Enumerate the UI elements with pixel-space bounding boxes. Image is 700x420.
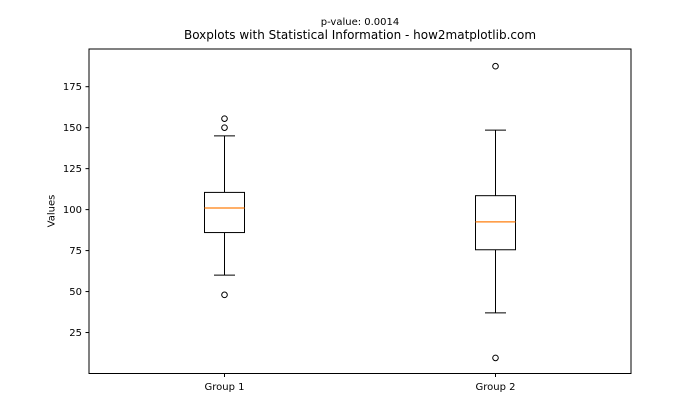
x-tick-label: Group 1 (205, 382, 245, 393)
y-tick-label: 125 (63, 164, 82, 175)
y-tick-label: 75 (69, 246, 82, 257)
y-tick-label: 50 (69, 287, 82, 298)
box (204, 191, 245, 234)
y-tick-label: 150 (63, 123, 82, 134)
outlier-marker (221, 291, 228, 299)
p-value-annotation: p-value: 0.0014 (320, 17, 400, 28)
outlier-marker (221, 124, 228, 131)
x-tick-label: Group 2 (476, 382, 516, 393)
outlier-marker (492, 354, 499, 362)
y-tick-label: 25 (69, 328, 82, 339)
outlier-marker (492, 62, 499, 70)
chart-title: Boxplots with Statistical Information - … (183, 28, 537, 42)
box (475, 195, 516, 251)
outlier-marker (221, 115, 228, 122)
y-tick-label: 100 (63, 205, 82, 216)
y-tick-label: 175 (63, 82, 82, 93)
axes-frame (88, 48, 632, 374)
